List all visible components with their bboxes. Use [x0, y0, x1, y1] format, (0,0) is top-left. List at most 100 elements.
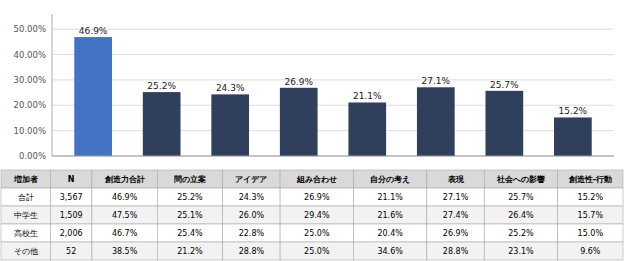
data-label: 26.9% — [284, 77, 313, 87]
table-text: 38.5% — [112, 247, 138, 256]
bar — [348, 102, 386, 156]
table-cell — [427, 224, 484, 242]
y-tick-label: 20.00% — [14, 100, 46, 110]
table-cell — [558, 224, 623, 242]
table-cell — [484, 188, 557, 206]
data-label: 24.3% — [216, 83, 245, 93]
bars — [74, 37, 591, 156]
bar — [211, 94, 249, 156]
y-axis: 0.00%10.00%20.00%30.00%40.00%50.00% — [14, 24, 614, 161]
table-text: 28.8% — [443, 247, 469, 256]
grid-line — [52, 156, 614, 157]
table-cell — [427, 206, 484, 224]
table-cell — [157, 206, 222, 224]
table-header: 創造性-行動 — [568, 175, 612, 184]
table-text: 28.8% — [239, 247, 265, 256]
table-cell — [558, 170, 623, 188]
bar — [417, 87, 455, 156]
data-label: 25.7% — [490, 80, 519, 90]
table-text: 26.4% — [508, 211, 534, 220]
y-tick-label: 40.00% — [14, 50, 46, 60]
table-text: 24.3% — [239, 193, 265, 202]
table-text: 25.2% — [508, 229, 534, 238]
table-cell — [1, 206, 50, 224]
grid-line — [52, 29, 614, 30]
table-cell — [353, 206, 426, 224]
table-text: 9.6% — [580, 247, 601, 256]
table-header: 創造力合計 — [104, 175, 145, 184]
table-cell — [157, 242, 222, 260]
bar — [554, 117, 592, 156]
bar — [74, 37, 112, 156]
grid-line — [52, 54, 614, 55]
table-cell — [50, 224, 91, 242]
table-header: N — [68, 175, 75, 184]
table-text: 27.1% — [443, 193, 469, 202]
table-cell — [92, 170, 157, 188]
bar — [143, 92, 181, 156]
table-cell — [223, 170, 280, 188]
table-cell — [157, 188, 222, 206]
table-cell — [92, 206, 157, 224]
table-cell — [427, 188, 484, 206]
table-text: 15.7% — [578, 211, 604, 220]
table-cell — [223, 206, 280, 224]
table-cell — [558, 206, 623, 224]
table-text: 21.2% — [177, 247, 203, 256]
table-text: 3,567 — [60, 193, 83, 202]
table-cell — [280, 170, 353, 188]
table-cell — [92, 188, 157, 206]
bar — [485, 91, 523, 156]
table-text: 25.4% — [177, 229, 203, 238]
table-header: 表現 — [447, 175, 465, 184]
table-text: 1,509 — [60, 211, 83, 220]
table-text: 21.1% — [377, 193, 403, 202]
grid-line — [52, 105, 614, 106]
y-tick-label: 10.00% — [14, 126, 46, 136]
table-cell — [1, 170, 50, 188]
table-cell — [1, 188, 50, 206]
data-label: 25.2% — [147, 81, 176, 91]
data-label: 15.2% — [559, 106, 588, 116]
chart: 0.00%10.00%20.00%30.00%40.00%50.00%46.9%… — [0, 0, 624, 261]
table-text: 15.2% — [578, 193, 604, 202]
table-header: 社会への影響 — [496, 175, 545, 184]
table-cell — [484, 170, 557, 188]
table-text: 23.1% — [508, 247, 534, 256]
table-cell — [223, 188, 280, 206]
y-axis-line — [52, 14, 53, 156]
table-cell — [50, 242, 91, 260]
table-cell — [223, 242, 280, 260]
table-text: 26.0% — [239, 211, 265, 220]
grid-line — [52, 79, 614, 80]
table-text: 高校生 — [14, 229, 38, 238]
table-text: 22.8% — [239, 229, 265, 238]
bar — [280, 88, 318, 156]
table-cell — [280, 224, 353, 242]
table-text: 21.6% — [377, 211, 403, 220]
table-cell — [353, 224, 426, 242]
y-tick-label: 0.00% — [19, 151, 46, 161]
table-text: 27.4% — [443, 211, 469, 220]
grid-line — [52, 130, 614, 131]
table-header: 問の立案 — [174, 174, 206, 184]
table-cell — [484, 242, 557, 260]
table-cell — [427, 242, 484, 260]
table-cell — [157, 224, 222, 242]
table-header: アイデア — [235, 175, 267, 184]
table-text: 46.9% — [112, 193, 138, 202]
table-text: 25.1% — [177, 211, 203, 220]
table-text: 合計 — [18, 193, 34, 202]
table-text: 2,006 — [60, 229, 83, 238]
table-text: 中学生 — [14, 211, 38, 220]
table-cell — [1, 242, 50, 260]
table-text: 34.6% — [377, 247, 403, 256]
table-cell — [50, 206, 91, 224]
table-cell — [353, 170, 426, 188]
table-cell — [484, 206, 557, 224]
table-cell — [280, 242, 353, 260]
data-label: 46.9% — [79, 26, 108, 36]
table-cell — [280, 188, 353, 206]
table-text: 20.4% — [377, 229, 403, 238]
table-cell — [50, 170, 91, 188]
